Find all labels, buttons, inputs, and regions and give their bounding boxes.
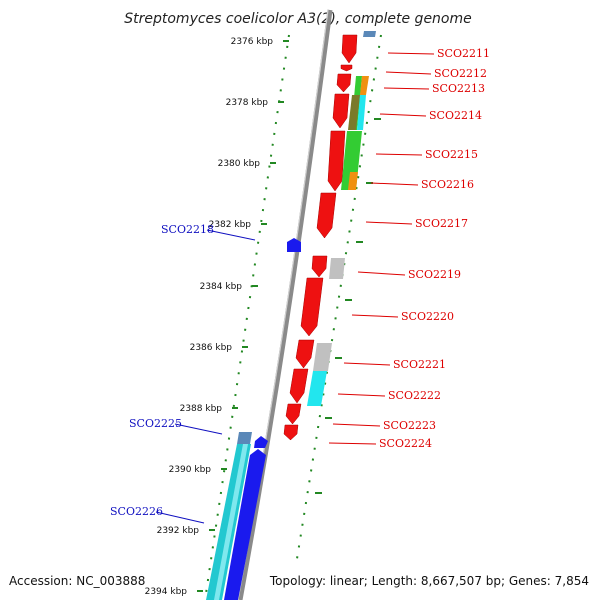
gene-label-sco2223[interactable]: SCO2223: [383, 419, 436, 432]
gene-sco2218: [287, 238, 301, 252]
feature-steelblue-2: [237, 432, 252, 444]
leader-line: [328, 442, 377, 445]
kbp-label: 2394 kbp: [145, 587, 188, 597]
kbp-label: 2378 kbp: [226, 98, 269, 108]
gene-sco2226-blue: [224, 449, 266, 600]
leader-line: [337, 393, 386, 397]
dotted-guides: [204, 34, 382, 600]
genome-summary: Topology: linear; Length: 8,667,507 bp; …: [269, 574, 589, 588]
kbp-label: 2386 kbp: [190, 343, 233, 353]
feature-gray: [329, 258, 345, 279]
feature-orange: [360, 76, 369, 95]
leader-line: [365, 221, 413, 225]
gene-sco2213: [336, 73, 352, 93]
leader-line: [174, 423, 223, 435]
gene-label-sco2213[interactable]: SCO2213: [432, 82, 485, 95]
gene-sco2223: [285, 403, 302, 425]
feature-orange-2: [348, 172, 358, 190]
gene-sco2222: [289, 368, 309, 404]
kbp-label: 2382 kbp: [209, 220, 252, 230]
feature-cyan: [357, 95, 366, 130]
gene-sco2215: [327, 130, 346, 192]
leader-line: [155, 511, 205, 524]
leader-line: [375, 153, 423, 156]
gene-label-sco2220[interactable]: SCO2220: [401, 310, 454, 323]
gene-labels: SCO2211 SCO2212 SCO2213 SCO2214 SCO2215 SCO22…: [110, 47, 490, 518]
genome-backbone: [237, 9, 333, 600]
gene-label-sco2216[interactable]: SCO2216: [421, 178, 474, 191]
map-title: Streptomyces coelicolor A3(2), complete …: [124, 11, 472, 27]
gene-label-sco2215[interactable]: SCO2215: [425, 148, 478, 161]
label-leaders: [155, 52, 435, 524]
gene-sco2217: [316, 192, 337, 239]
feature-cyan-2: [307, 371, 327, 406]
gene-label-sco2221[interactable]: SCO2221: [393, 358, 446, 371]
gene-label-sco2214[interactable]: SCO2214: [429, 109, 482, 122]
gene-label-sco2217[interactable]: SCO2217: [415, 217, 468, 230]
accession-text: Accession: NC_003888: [9, 574, 145, 588]
leader-line: [370, 182, 419, 186]
kbp-label: 2388 kbp: [180, 404, 223, 414]
gene-sco2212: [340, 64, 353, 72]
gene-sco2224: [283, 424, 299, 441]
gene-sco2214: [332, 93, 350, 129]
leader-line: [357, 271, 406, 276]
gene-label-sco2211[interactable]: SCO2211: [437, 47, 490, 60]
gene-label-sco2219[interactable]: SCO2219: [408, 268, 461, 281]
gene-sco2220: [300, 277, 324, 337]
gene-label-sco2226[interactable]: SCO2226: [110, 505, 163, 518]
gene-label-sco2224[interactable]: SCO2224: [379, 437, 432, 450]
leader-line: [206, 229, 256, 241]
leader-line: [385, 71, 432, 75]
gene-sco2226-highlight: [214, 444, 248, 600]
kbp-label: 2380 kbp: [218, 159, 261, 169]
leader-line: [332, 423, 381, 427]
gene-sco2225-arrow: [254, 436, 268, 448]
kbp-label: 2376 kbp: [231, 37, 274, 47]
kbp-label: 2384 kbp: [200, 282, 243, 292]
feature-olive: [348, 95, 360, 130]
kbp-scale: 2376 kbp 2378 kbp 2380 kbp 2382 kbp 2384 kbp…: [145, 37, 289, 597]
gene-label-sco2212[interactable]: SCO2212: [434, 67, 487, 80]
gene-label-sco2222[interactable]: SCO2222: [388, 389, 441, 402]
gene-label-sco2218[interactable]: SCO2218: [161, 223, 214, 236]
leader-line: [379, 113, 427, 117]
leader-line: [387, 52, 435, 55]
kbp-label: 2392 kbp: [157, 526, 200, 536]
gene-label-sco2225[interactable]: SCO2225: [129, 417, 182, 430]
gene-sco2221: [295, 339, 315, 369]
gene-sco2219: [311, 255, 328, 278]
right-dotted-guide: [295, 34, 382, 566]
leader-line: [351, 314, 399, 318]
gene-track: [206, 31, 376, 600]
gene-sco2211: [341, 34, 358, 64]
leader-line: [343, 362, 391, 366]
feature-steelblue: [363, 31, 376, 37]
feature-gray-2: [313, 343, 332, 371]
leader-line: [383, 87, 430, 90]
kbp-label: 2390 kbp: [169, 465, 212, 475]
